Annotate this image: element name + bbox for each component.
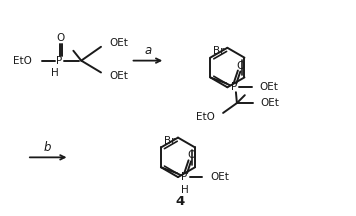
- Text: H: H: [51, 68, 58, 78]
- Text: P: P: [56, 56, 63, 66]
- Text: OEt: OEt: [210, 172, 229, 182]
- Text: H: H: [181, 185, 188, 195]
- Text: O: O: [56, 33, 65, 43]
- Text: OEt: OEt: [261, 98, 279, 108]
- Text: Br: Br: [164, 136, 176, 146]
- Text: P: P: [231, 82, 237, 92]
- Text: 4: 4: [175, 195, 184, 208]
- Text: EtO: EtO: [196, 112, 215, 122]
- Text: O: O: [187, 150, 196, 160]
- Text: a: a: [145, 44, 152, 57]
- Text: OEt: OEt: [260, 82, 278, 92]
- Text: b: b: [44, 141, 52, 154]
- Text: O: O: [237, 60, 245, 71]
- Text: Br: Br: [213, 46, 225, 56]
- Text: P: P: [182, 172, 188, 182]
- Text: OEt: OEt: [109, 38, 128, 48]
- Text: EtO: EtO: [13, 56, 32, 66]
- Text: OEt: OEt: [109, 71, 128, 81]
